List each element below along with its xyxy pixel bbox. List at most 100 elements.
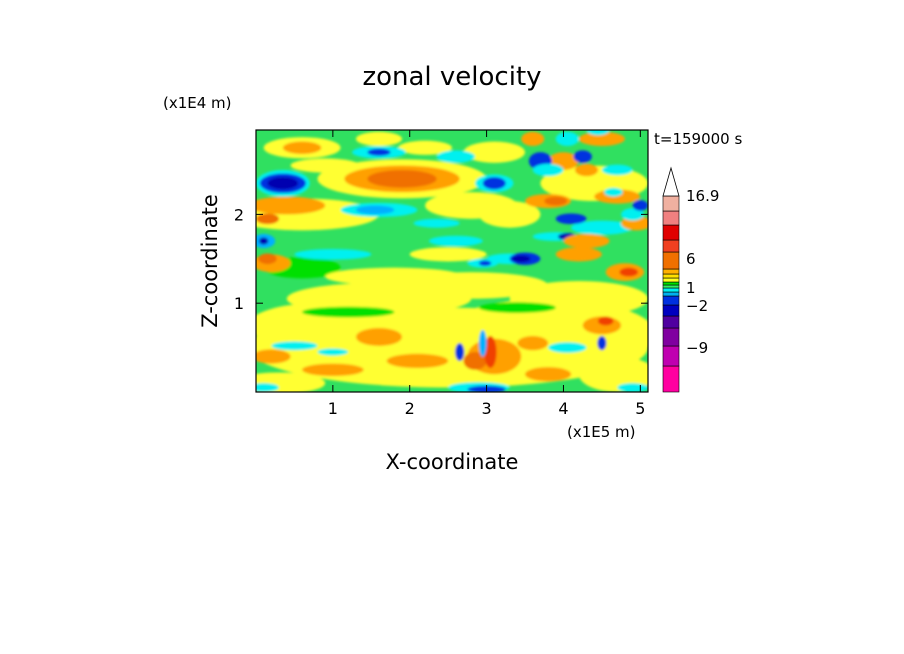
contour-region [302, 363, 364, 377]
colorbar: 16.9 6 1−2 −9 [662, 166, 719, 393]
x-unit-label: (x1E5 m) [567, 423, 636, 441]
colorbar-label: 1 [686, 279, 696, 297]
contour-region [573, 150, 592, 163]
chart-title: zonal velocity [362, 62, 541, 92]
colorbar-segment [662, 345, 680, 367]
contour-region [617, 383, 648, 392]
contour-region [621, 208, 645, 221]
contour-region [463, 141, 526, 163]
contour-region [555, 247, 602, 262]
contour-region [367, 169, 437, 188]
y-unit-label: (x1E4 m) [163, 94, 232, 112]
x-tick-label: 2 [405, 399, 415, 418]
colorbar-segment [662, 291, 680, 297]
contour-region [604, 187, 623, 197]
contour-region [317, 348, 349, 356]
contour-region [256, 213, 280, 225]
contour-region [355, 328, 403, 346]
contour-region [267, 177, 299, 190]
colorbar-label: −9 [686, 339, 708, 357]
contour-region [367, 148, 391, 156]
x-tick-label: 1 [328, 399, 338, 418]
colorbar-label: −2 [686, 297, 708, 315]
colorbar-segment [662, 327, 680, 347]
colorbar-segment [662, 284, 680, 289]
contour-region [294, 249, 372, 260]
contour-region [455, 343, 465, 361]
colorbar-label: 6 [686, 250, 696, 268]
contour-region [586, 130, 610, 136]
contour-region [532, 163, 564, 177]
contour-region [478, 260, 492, 266]
contour-region [463, 352, 487, 370]
contour-region [598, 316, 614, 326]
contour-region [563, 233, 610, 249]
contour-region [325, 267, 464, 286]
colorbar-segment [662, 195, 680, 212]
contour-plot-area [256, 130, 648, 392]
colorbar-segment [662, 239, 680, 253]
contour-region [571, 220, 633, 235]
contour-region [578, 131, 625, 146]
time-label: t=159000 s [654, 130, 742, 148]
colorbar-segment [662, 365, 680, 393]
contour-region [428, 235, 483, 247]
contour-region [355, 131, 403, 146]
colorbar-segment [662, 251, 680, 270]
contour-region [398, 140, 453, 155]
contour-region [517, 336, 549, 351]
colorbar-segment [662, 295, 680, 306]
y-tick-label: 1 [234, 294, 244, 313]
contour-region [259, 237, 269, 245]
x-tick-label: 3 [481, 399, 491, 418]
x-tick-label: 4 [558, 399, 568, 418]
contour-region [478, 302, 556, 313]
contour-region [386, 353, 449, 369]
colorbar-segment [662, 224, 680, 241]
colorbar-segment [662, 273, 680, 279]
contour-region [632, 200, 648, 211]
contour-region [271, 341, 318, 351]
x-axis-label: X-coordinate [386, 450, 519, 474]
x-tick-label: 5 [635, 399, 645, 418]
colorbar-segment [662, 315, 680, 329]
colorbar-segment [662, 281, 680, 286]
contour-region [302, 306, 395, 318]
contour-region [578, 356, 648, 392]
contour-region [597, 336, 607, 351]
colorbar-arrow [662, 166, 680, 197]
contour-region [511, 255, 531, 263]
colorbar-label: 16.9 [686, 187, 719, 205]
contour-region [555, 213, 587, 225]
colorbar-segment [662, 268, 680, 275]
y-axis-label: Z-coordinate [198, 194, 222, 328]
colorbar-segment [662, 287, 680, 293]
contour-region [548, 342, 587, 353]
contour-region [601, 164, 633, 176]
contour-region [436, 150, 476, 163]
contour-region [521, 131, 545, 146]
colorbar-segment [662, 277, 680, 283]
contour-region [574, 163, 599, 177]
contour-region [482, 177, 506, 190]
contour-region [282, 141, 322, 154]
contour-region [256, 383, 280, 392]
contour-region [555, 131, 579, 146]
contour-region [544, 196, 568, 206]
contour-region [256, 349, 291, 364]
contour-region [256, 372, 326, 392]
contour-region [413, 218, 460, 228]
contour-region [525, 367, 572, 382]
contour-region [478, 201, 541, 228]
contour-region [290, 158, 360, 173]
colorbar-segment [662, 304, 680, 317]
contour-region [619, 267, 639, 277]
contour-region [484, 336, 497, 369]
contour-region [258, 253, 277, 265]
y-tick-label: 2 [234, 205, 244, 224]
contour-region [256, 196, 326, 215]
contour-region [355, 205, 395, 215]
colorbar-segment [662, 210, 680, 226]
contour-region [478, 329, 487, 357]
